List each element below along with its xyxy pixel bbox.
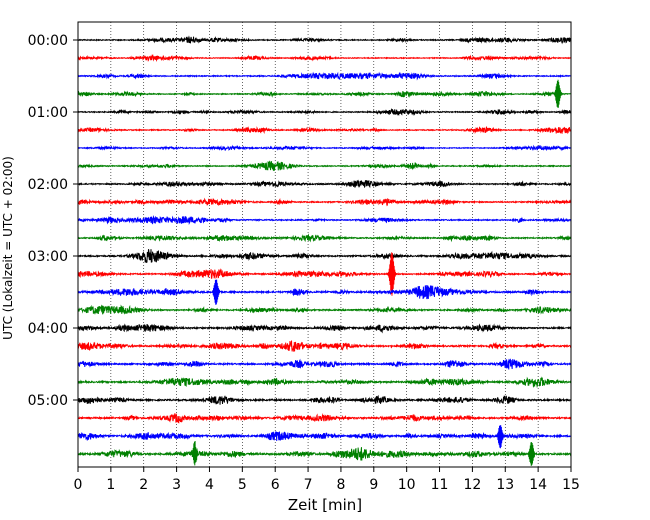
trace-0130 bbox=[77, 144, 572, 152]
trace-0145 bbox=[77, 160, 572, 172]
x-tick-label: 7 bbox=[304, 477, 313, 493]
grid-lines bbox=[110, 22, 539, 467]
trace-0315 bbox=[77, 252, 572, 296]
trace-0545 bbox=[77, 440, 572, 466]
x-tick-label: 3 bbox=[172, 477, 181, 493]
trace-0300 bbox=[77, 249, 572, 263]
x-tick-label: 12 bbox=[463, 477, 481, 493]
trace-0215 bbox=[77, 197, 572, 207]
seismic-traces bbox=[77, 35, 572, 466]
x-tick-label: 15 bbox=[562, 477, 580, 493]
trace-0430 bbox=[77, 358, 572, 370]
x-tick-label: 13 bbox=[496, 477, 514, 493]
trace-0400 bbox=[77, 323, 572, 334]
x-tick-label: 1 bbox=[106, 477, 115, 493]
trace-0330 bbox=[77, 279, 572, 305]
x-tick-label: 0 bbox=[74, 477, 83, 493]
trace-0030 bbox=[77, 71, 572, 81]
trace-0115 bbox=[77, 125, 572, 135]
trace-0530 bbox=[77, 425, 572, 449]
x-tick-label: 11 bbox=[431, 477, 449, 493]
trace-0045 bbox=[77, 79, 572, 108]
trace-0200 bbox=[77, 179, 572, 189]
x-tick-label: 14 bbox=[529, 477, 547, 493]
trace-0000 bbox=[77, 35, 572, 45]
trace-0230 bbox=[77, 214, 572, 225]
y-tick-label: 05:00 bbox=[28, 393, 68, 409]
plot-frame bbox=[77, 21, 572, 468]
y-tick-label: 00:00 bbox=[28, 33, 68, 49]
x-axis-label: Zeit [min] bbox=[288, 496, 362, 514]
x-tick-label: 9 bbox=[369, 477, 378, 493]
x-tick-label: 5 bbox=[238, 477, 247, 493]
x-tick-label: 4 bbox=[205, 477, 214, 493]
trace-0015 bbox=[77, 53, 572, 62]
trace-0445 bbox=[77, 376, 572, 389]
x-axis-ticks: 0 1 2 3 4 5 6 7 8 9 10 11 12 13 14 15 bbox=[74, 467, 580, 493]
y-axis-label: UTC (Lokalzeit = UTC + 02:00) bbox=[1, 156, 15, 340]
trace-0245 bbox=[77, 233, 572, 243]
y-tick-label: 01:00 bbox=[28, 105, 68, 121]
trace-0345 bbox=[77, 304, 572, 315]
trace-0415 bbox=[77, 340, 572, 352]
y-tick-label: 03:00 bbox=[28, 249, 68, 265]
trace-0500 bbox=[77, 394, 571, 405]
y-tick-label: 02:00 bbox=[28, 177, 68, 193]
x-tick-label: 2 bbox=[139, 477, 148, 493]
x-tick-label: 6 bbox=[271, 477, 280, 493]
y-axis-ticks: 00:00 01:00 02:00 03:00 04:00 05:00 bbox=[28, 33, 78, 409]
x-tick-label: 8 bbox=[336, 477, 345, 493]
y-tick-label: 04:00 bbox=[28, 321, 68, 337]
trace-0515 bbox=[77, 413, 572, 424]
x-tick-label: 10 bbox=[398, 477, 416, 493]
trace-0100 bbox=[77, 107, 572, 116]
